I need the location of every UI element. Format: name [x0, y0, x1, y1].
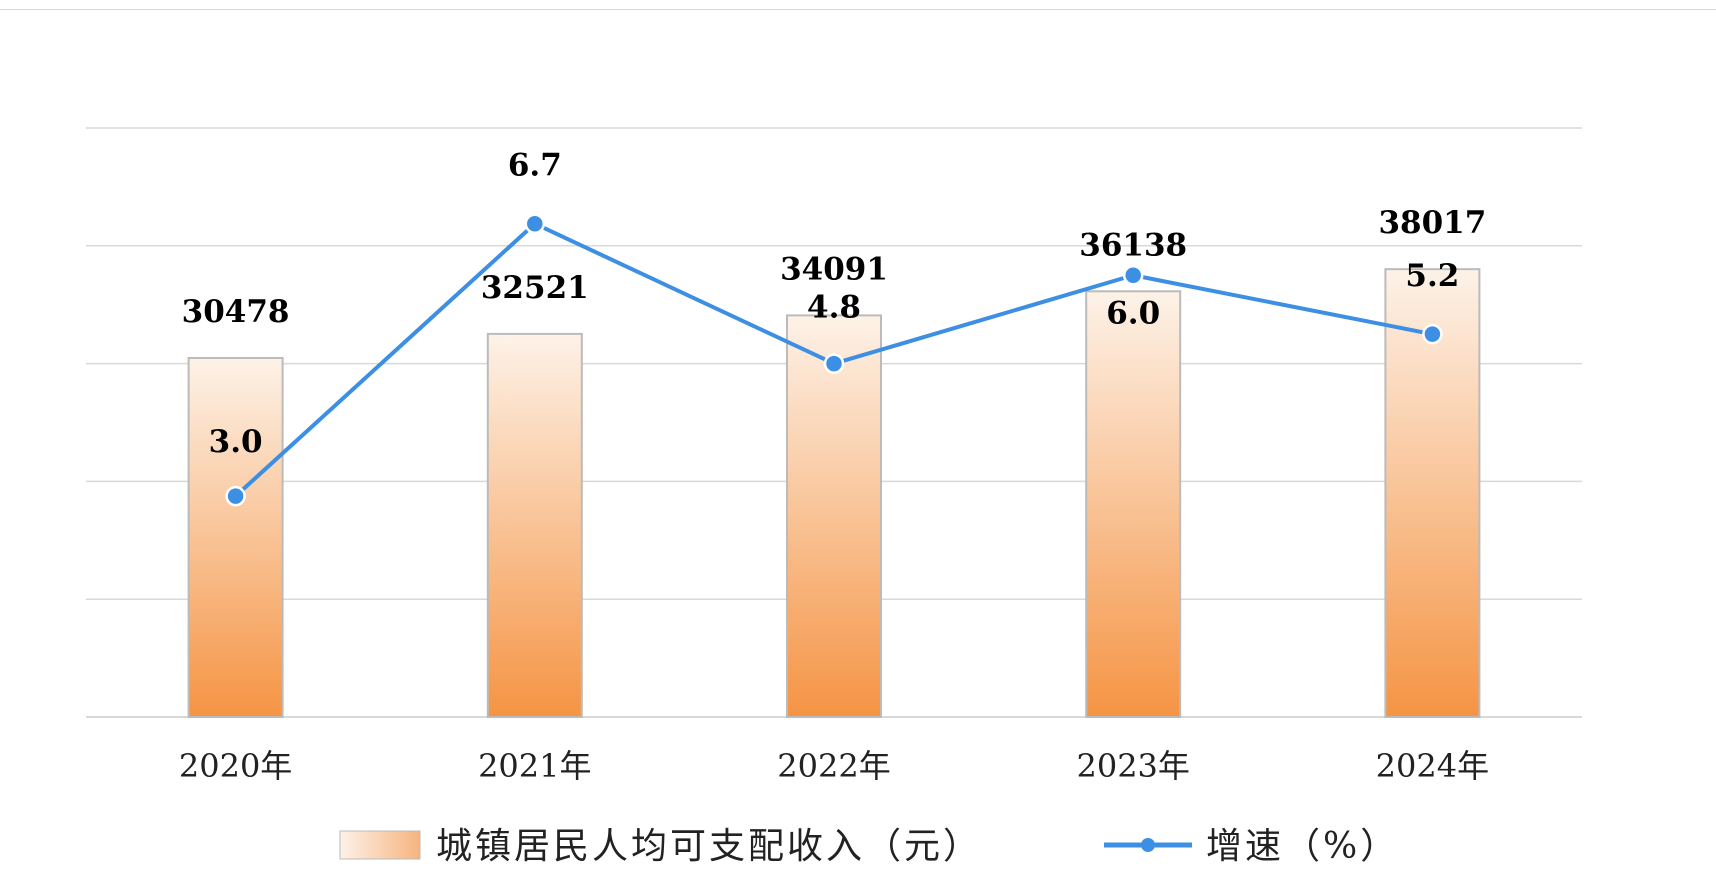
rate-value-label: 4.8 — [807, 290, 861, 326]
rate-point — [823, 353, 845, 374]
data-labels: 30478 32521 34091 36138 38017 3.0 6.7 4.8 6.0 5.2 — [182, 148, 1487, 460]
bar-value-label: 34091 — [780, 251, 888, 287]
x-tick-label: 2023年 — [1076, 747, 1189, 785]
bar-value-label: 30478 — [182, 294, 290, 330]
rate-line — [225, 213, 1443, 507]
x-axis-ticks: 2020年 2021年 2022年 2023年 2024年 — [179, 747, 1489, 785]
rate-point — [225, 485, 246, 507]
legend-bar-label: 城镇居民人均可支配收入（元） — [436, 826, 982, 867]
bars — [187, 268, 1481, 718]
rate-value-label: 6.7 — [508, 148, 562, 184]
rate-point — [1422, 323, 1443, 345]
rate-value-label: 5.2 — [1405, 258, 1459, 294]
legend: 城镇居民人均可支配收入（元） 增速（%） — [339, 826, 1399, 867]
bar-value-label: 32521 — [481, 270, 589, 306]
x-tick-label: 2022年 — [777, 747, 890, 785]
x-tick-label: 2024年 — [1376, 747, 1489, 785]
x-tick-label: 2020年 — [179, 747, 292, 785]
legend-bar-swatch — [339, 830, 421, 860]
rate-value-label: 6.0 — [1106, 295, 1160, 331]
bar — [1085, 290, 1182, 718]
bar — [486, 332, 583, 718]
rate-point — [1122, 265, 1144, 286]
bar-value-label: 36138 — [1079, 227, 1187, 263]
bar-value-label: 38017 — [1378, 205, 1486, 241]
bar — [786, 314, 882, 718]
rate-point — [524, 213, 546, 234]
rate-value-label: 3.0 — [209, 424, 263, 460]
top-border — [0, 9, 1716, 10]
legend-line-label: 增速（%） — [1206, 826, 1399, 867]
legend-line-marker — [1141, 838, 1155, 852]
bar — [187, 356, 284, 718]
x-tick-label: 2021年 — [478, 747, 591, 785]
